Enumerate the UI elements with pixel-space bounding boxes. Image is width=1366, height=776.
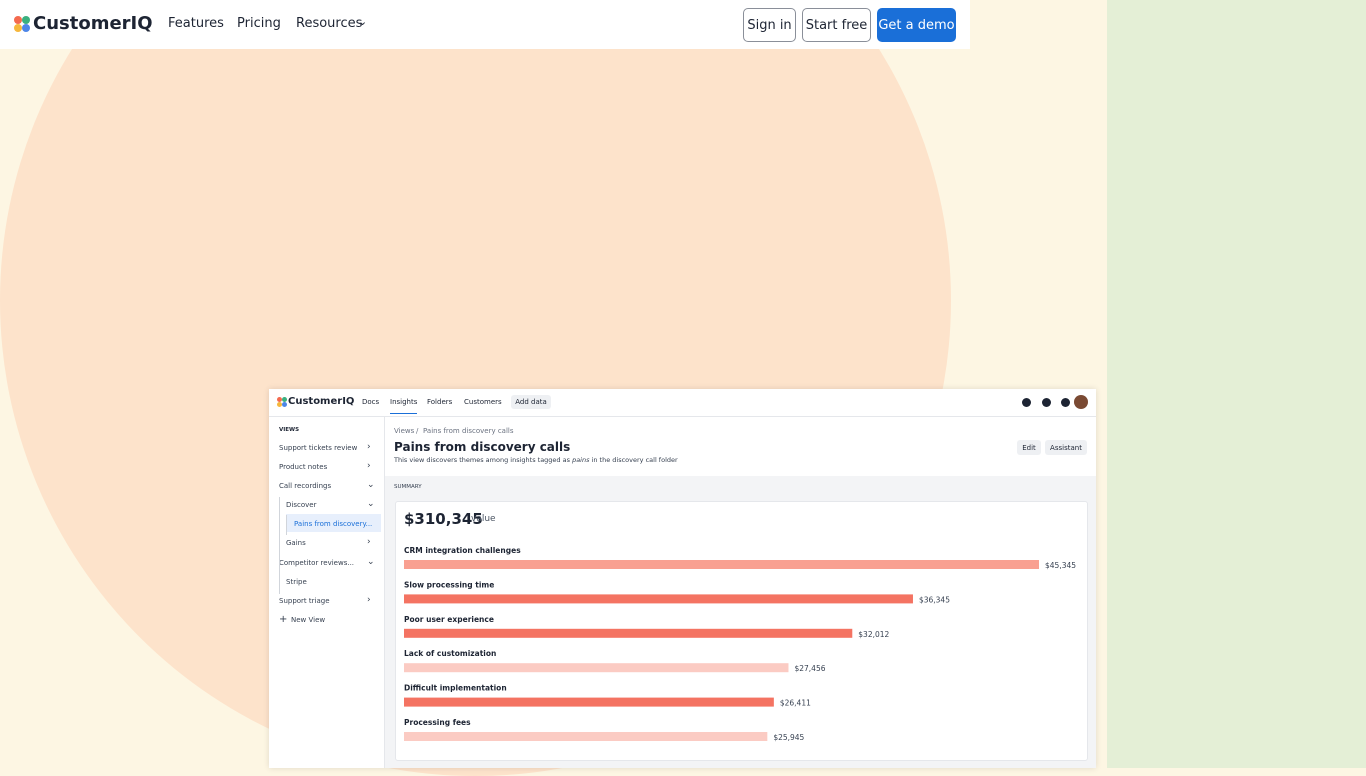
tree-guide <box>279 572 280 594</box>
value-label: $25,945 <box>773 733 804 742</box>
sidebar: VIEWS Support tickets review › Product note… <box>269 417 385 768</box>
tree-guide <box>279 497 280 592</box>
add-data-button[interactable]: Add data <box>511 395 551 409</box>
icon[interactable] <box>1022 398 1031 407</box>
logo-mark <box>22 16 30 24</box>
chevron: › <box>367 595 371 605</box>
chevron: › <box>367 537 371 547</box>
side-panel <box>1107 0 1366 768</box>
avatar[interactable] <box>1074 395 1088 409</box>
bar <box>404 594 913 604</box>
bar <box>404 560 1039 569</box>
sidebar-item[interactable]: Call recordings <box>279 482 332 490</box>
app-topbar <box>269 389 1096 417</box>
logo-mark <box>22 24 30 32</box>
sidebar-item[interactable]: New View <box>291 616 326 624</box>
plus-icon: + <box>279 614 288 625</box>
chevron: ⌄ <box>358 15 368 28</box>
nav-button[interactable]: Sign in <box>743 8 796 42</box>
value-label: $45,345 <box>1045 561 1076 570</box>
bar-label: Difficult implementation <box>404 684 507 693</box>
logo-mark <box>14 24 22 32</box>
chevron: › <box>367 461 371 471</box>
sidebar-item[interactable]: Pains from discovery... <box>294 520 373 528</box>
logo-mark <box>277 397 282 402</box>
bar-chart: CRM integration challenges $45,345 Slow pr… <box>404 546 1076 742</box>
navbar: CustomerIQ Features Pricing Resources ⌄ Sign … <box>0 0 970 49</box>
bar <box>404 628 853 638</box>
description: This view discovers themes among insight… <box>394 456 678 464</box>
logo-mark <box>282 397 287 402</box>
summary-area: SUMMARY $310,345 value CRM integration chal… <box>385 476 1096 768</box>
action-button[interactable]: Edit <box>1017 440 1041 455</box>
sidebar-item[interactable]: Competitor reviews... <box>279 559 355 567</box>
chevron: ⌄ <box>367 499 375 509</box>
bar-label: Poor user experience <box>404 615 494 624</box>
value-label: $36,345 <box>919 595 950 604</box>
bar-label: Processing fees <box>404 718 471 727</box>
sidebar-item[interactable]: Support triage <box>279 597 330 605</box>
icon[interactable] <box>1042 398 1051 407</box>
nav-link[interactable]: Pricing <box>237 16 281 31</box>
logo-mark <box>282 402 287 407</box>
selected-bg <box>286 514 381 532</box>
breadcrumb[interactable]: Pains from discovery calls <box>423 427 514 435</box>
bar <box>404 697 774 707</box>
sidebar-item[interactable]: Product notes <box>279 463 328 471</box>
breadcrumb-sep: / <box>416 427 419 435</box>
app-window: CustomerIQ Docs Insights Folders Customers Ad… <box>269 389 1096 768</box>
logo-mark <box>277 402 282 407</box>
page-title: Pains from discovery calls <box>394 440 571 454</box>
tree-guide <box>286 515 287 535</box>
nav-button[interactable]: Get a demo <box>877 8 956 42</box>
chevron: › <box>367 442 371 452</box>
sidebar-item[interactable]: Support tickets review <box>279 444 358 452</box>
sidebar-item[interactable]: Gains <box>286 539 306 547</box>
sidebar-item[interactable]: Stripe <box>286 578 307 586</box>
sidebar-heading: VIEWS <box>279 427 300 433</box>
app-brand[interactable]: CustomerIQ <box>288 396 355 407</box>
app-tab[interactable]: Docs <box>362 398 380 406</box>
value-label: $27,456 <box>794 664 825 673</box>
chevron: ⌄ <box>367 557 375 567</box>
bar-label: CRM integration challenges <box>404 546 521 555</box>
nav-link[interactable]: Features <box>168 16 224 31</box>
action-button[interactable]: Assistant <box>1045 440 1087 455</box>
nav-link[interactable]: Resources <box>296 16 363 31</box>
chevron: ⌄ <box>367 480 375 490</box>
description-part: This view discovers themes among insight… <box>394 456 573 464</box>
app-tab[interactable]: Insights <box>390 398 418 414</box>
summary-card: $310,345 value CRM integration challenges $… <box>395 501 1088 761</box>
bar <box>404 732 768 741</box>
breadcrumb[interactable]: Views <box>394 427 415 435</box>
bar-label: Slow processing time <box>404 580 494 589</box>
section-label: SUMMARY <box>394 484 422 490</box>
value-label: $26,411 <box>780 699 811 708</box>
app-tab[interactable]: Folders <box>427 398 453 406</box>
bar-label: Lack of customization <box>404 649 496 658</box>
value-label: $32,012 <box>858 630 889 639</box>
description-part: in the discovery call folder <box>589 456 678 464</box>
bar <box>404 663 789 673</box>
sidebar-item[interactable]: Discover <box>286 501 317 509</box>
description-part: pains <box>572 456 590 464</box>
nav-button[interactable]: Start free <box>802 8 871 42</box>
app-tab[interactable]: Customers <box>464 398 502 406</box>
icon[interactable] <box>1061 398 1070 407</box>
summary-unit: value <box>471 514 496 524</box>
logo-mark <box>14 16 22 24</box>
summary-total: $310,345 <box>404 510 483 528</box>
brand[interactable]: CustomerIQ <box>33 13 153 34</box>
